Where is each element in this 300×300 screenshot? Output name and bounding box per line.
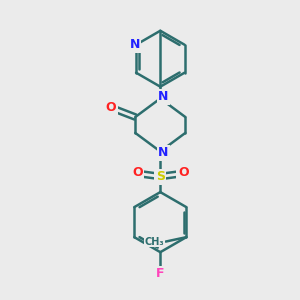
Text: N: N <box>129 38 140 51</box>
Text: CH₃: CH₃ <box>145 237 164 247</box>
Text: O: O <box>132 167 143 179</box>
Text: S: S <box>156 170 165 183</box>
Text: O: O <box>106 101 116 114</box>
Text: N: N <box>158 146 168 159</box>
Text: F: F <box>156 267 165 280</box>
Text: N: N <box>158 91 168 103</box>
Text: O: O <box>178 167 189 179</box>
